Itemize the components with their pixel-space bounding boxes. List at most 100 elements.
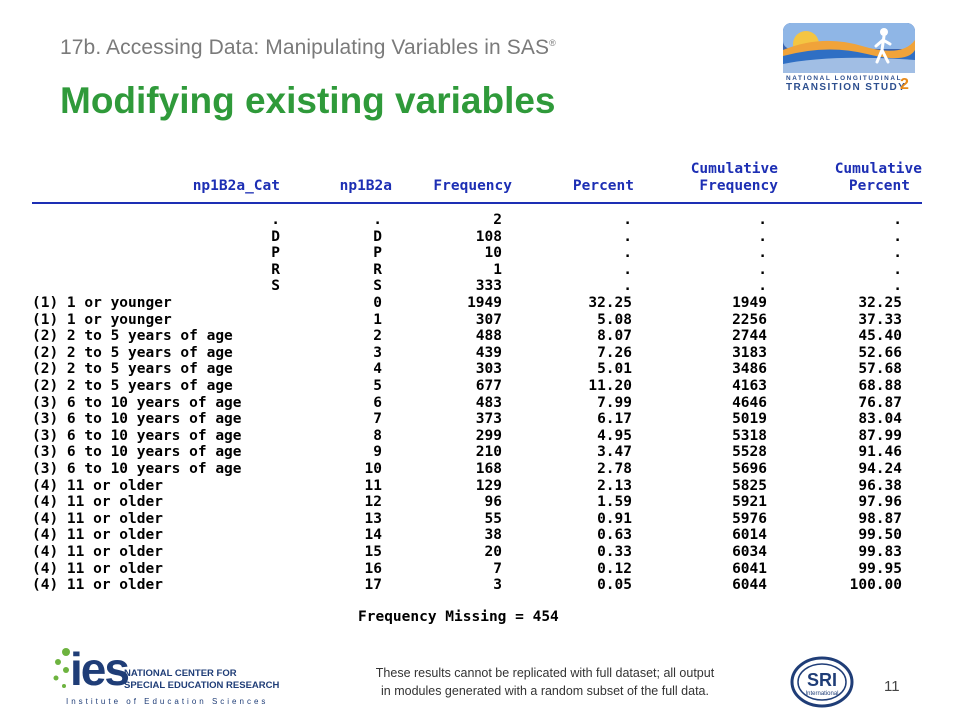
sri-international-logo-icon: SRI International	[790, 656, 854, 708]
table-row: (1) 1 or younger 0 1949 32.25 1949 32.25	[32, 295, 926, 312]
cell-frequency: 373	[475, 411, 502, 428]
cell-value: 11	[364, 477, 382, 494]
table-row: .. 2...	[32, 212, 926, 229]
table-row: (3) 6 to 10 years of age 9 210 3.47 5528 91.4…	[32, 444, 926, 461]
cell-cumulative-frequency: .	[758, 278, 767, 295]
cell-percent: 0.33	[597, 544, 632, 560]
cell-frequency: 20	[484, 544, 502, 560]
cell-cumulative-frequency: .	[758, 261, 767, 278]
frequency-missing: Frequency Missing = 454	[358, 609, 559, 625]
cell-frequency: 2	[493, 212, 502, 228]
cell-cumulative-percent: 83.04	[858, 411, 902, 428]
cell-category: (2) 2 to 5 years of age	[32, 344, 233, 361]
cell-cumulative-frequency: 6044	[732, 577, 767, 594]
cell-cumulative-percent: 68.88	[858, 378, 902, 394]
cell-cumulative-percent: .	[893, 212, 902, 228]
cell-percent: 3.47	[597, 444, 632, 461]
table-row: (3) 6 to 10 years of age 6 483 7.99 4646 76.8…	[32, 395, 926, 412]
cell-percent: 0.12	[597, 560, 632, 577]
cell-cumulative-frequency: 5976	[732, 510, 767, 527]
cell-percent: 1.59	[597, 494, 632, 511]
cell-value: S	[373, 278, 382, 295]
sas-frequency-output: np1B2a_Cat np1B2a Frequency Percent Cumu…	[32, 160, 926, 630]
cell-cumulative-percent: 97.96	[858, 494, 902, 511]
cell-cumulative-frequency: 4163	[732, 378, 767, 394]
cell-percent: 7.99	[597, 394, 632, 411]
cell-cumulative-frequency: 5696	[732, 461, 767, 477]
cell-frequency: 1	[493, 261, 502, 278]
table-row: R R 1...	[32, 262, 926, 279]
cell-category: (4) 11 or older	[32, 494, 163, 511]
footnote: These results cannot be replicated with …	[330, 664, 760, 700]
cell-cumulative-frequency: 5318	[732, 427, 767, 444]
cell-cumulative-percent: 99.83	[858, 544, 902, 560]
cell-cumulative-frequency: 2744	[732, 328, 767, 345]
cell-frequency: 108	[475, 228, 502, 245]
cell-category: (4) 11 or older	[32, 577, 163, 594]
cell-percent: 11.20	[588, 378, 632, 394]
cell-category: S	[271, 278, 280, 295]
table-row: (2) 2 to 5 years of age 4 303 5.01 3486 57.68	[32, 361, 926, 378]
cell-cumulative-percent: 45.40	[858, 328, 902, 345]
cell-cumulative-percent: 52.66	[858, 344, 902, 361]
table-row: (4) 11 or older 14 38 0.63 6014 99.50	[32, 527, 926, 544]
cell-category: (1) 1 or younger	[32, 311, 172, 328]
cell-cumulative-percent: 57.68	[858, 361, 902, 378]
cell-value: 13	[364, 510, 382, 527]
cell-percent: 0.05	[597, 577, 632, 594]
cell-percent: 8.07	[597, 328, 632, 345]
cell-value: R	[373, 261, 382, 278]
sri-logo-subtext: International	[805, 691, 838, 697]
cell-category: (3) 6 to 10 years of age	[32, 444, 242, 461]
cell-frequency: 303	[475, 361, 502, 378]
cell-cumulative-percent: 99.95	[858, 560, 902, 577]
cell-percent: .	[623, 228, 632, 245]
nlts2-logo-number: 2	[900, 76, 909, 93]
cell-percent: 0.91	[597, 510, 632, 527]
cell-category: (3) 6 to 10 years of age	[32, 461, 242, 477]
cell-cumulative-frequency: 5921	[732, 494, 767, 511]
cell-frequency: 439	[475, 344, 502, 361]
cell-category: (4) 11 or older	[32, 527, 163, 544]
cell-cumulative-frequency: 6041	[732, 560, 767, 577]
cell-percent: .	[623, 278, 632, 295]
footnote-line1: These results cannot be replicated with …	[375, 666, 715, 680]
cell-cumulative-frequency: 1949	[732, 295, 767, 311]
page-number: 11	[884, 678, 900, 695]
cell-cumulative-percent: 32.25	[858, 295, 902, 311]
header-cumpct-line2: Percent	[848, 178, 910, 194]
cell-category: D	[271, 228, 280, 245]
cell-value: 4	[373, 361, 382, 378]
cell-value: 8	[373, 427, 382, 444]
cell-frequency: 677	[475, 378, 502, 394]
cell-cumulative-percent: 37.33	[858, 311, 902, 328]
cell-category: P	[271, 245, 280, 262]
header-percent: Percent	[572, 178, 634, 194]
cell-value: 15	[364, 544, 382, 560]
cell-value: D	[373, 228, 382, 245]
dots-icon	[53, 648, 70, 688]
cell-cumulative-frequency: 5019	[732, 411, 767, 428]
cell-cumulative-percent: 94.24	[858, 461, 902, 477]
cell-cumulative-frequency: 2256	[732, 311, 767, 328]
cell-percent: 5.01	[597, 361, 632, 378]
cell-frequency: 96	[484, 494, 502, 511]
cell-cumulative-frequency: 5825	[732, 477, 767, 494]
cell-percent: 32.25	[588, 295, 632, 311]
cell-category: (3) 6 to 10 years of age	[32, 427, 242, 444]
cell-cumulative-frequency: 3486	[732, 361, 767, 378]
header-cumfreq-line1: Cumulative	[690, 161, 778, 177]
header-cumpct-line1: Cumulative	[834, 161, 922, 177]
cell-frequency: 210	[475, 444, 502, 461]
cell-value: 16	[364, 560, 382, 577]
slide-title: Modifying existing variables	[60, 80, 556, 121]
cell-frequency: 3	[493, 577, 502, 594]
cell-cumulative-frequency: .	[758, 245, 767, 262]
cell-cumulative-percent: .	[893, 278, 902, 295]
table-row: (3) 6 to 10 years of age 7 373 6.17 5019 83.0…	[32, 411, 926, 428]
cell-percent: .	[623, 212, 632, 228]
cell-cumulative-percent: .	[893, 228, 902, 245]
cell-percent: 6.17	[597, 411, 632, 428]
ies-subline: Institute of Education Sciences	[66, 697, 269, 706]
table-row: P P 10...	[32, 245, 926, 262]
